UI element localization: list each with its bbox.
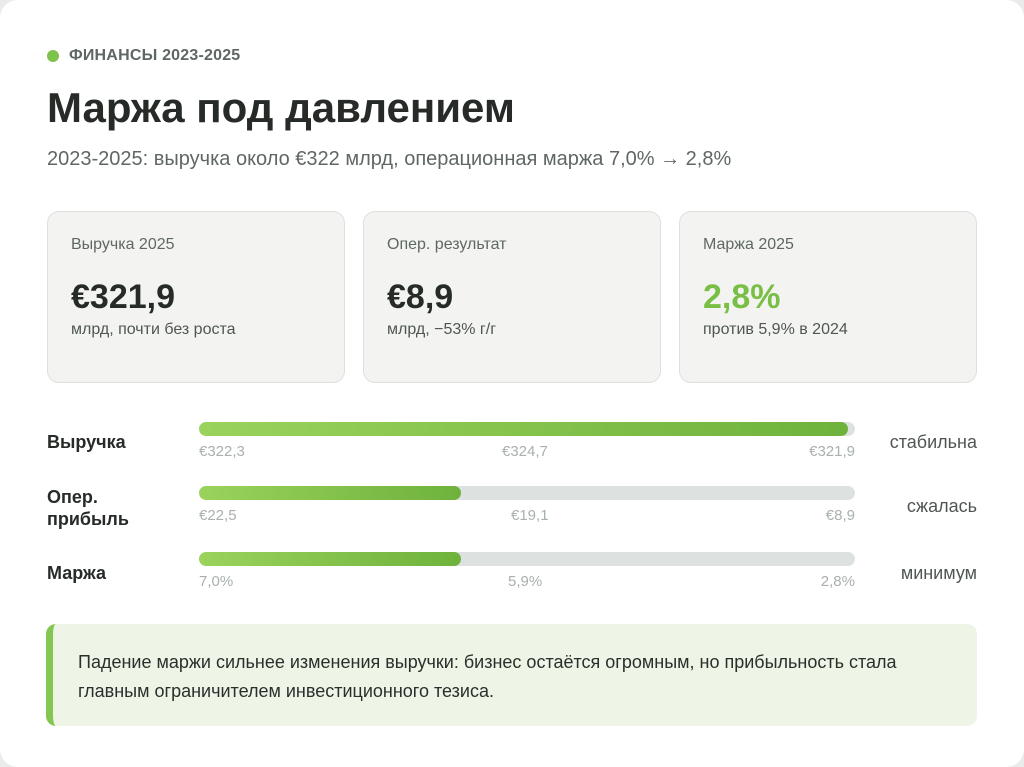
tick-end: €8,9 <box>825 507 855 524</box>
tick-start: €22,5 <box>199 507 237 524</box>
row-label-revenue: Выручка <box>47 432 126 452</box>
status-revenue: стабильна <box>889 432 977 452</box>
kpi-value: 2,8% <box>703 278 781 316</box>
kpi-note: против 5,9% в 2024 <box>703 321 848 338</box>
kpi-label: Выручка 2025 <box>71 236 175 253</box>
kpi-note: млрд, −53% г/г <box>387 321 497 338</box>
progress-track-revenue <box>199 422 855 436</box>
kpi-value: €321,9 <box>71 278 175 316</box>
page-title: Маржа под давлением <box>47 84 515 131</box>
page-subtitle: 2023-2025: выручка около €322 млрд, опер… <box>47 148 732 170</box>
tick-mid: €19,1 <box>511 507 549 524</box>
progress-track-operating-profit <box>199 486 855 500</box>
kpi-value: €8,9 <box>387 278 454 316</box>
status-margin: минимум <box>900 563 977 583</box>
kpi-card-operating-result: Опер. результат €8,9 млрд, −53% г/г <box>363 211 661 383</box>
progress-fill-margin <box>199 552 462 566</box>
tick-start: €322,3 <box>199 443 245 460</box>
insight-callout: Падение маржи сильнее изменения выручки:… <box>46 624 977 726</box>
tick-start: 7,0% <box>199 573 234 590</box>
tick-mid: 5,9% <box>508 573 543 590</box>
kpi-note: млрд, почти без роста <box>71 321 236 338</box>
section-eyebrow: ФИНАНСЫ 2023-2025 <box>47 47 240 65</box>
kpi-card-revenue: Выручка 2025 €321,9 млрд, почти без рост… <box>47 211 345 383</box>
kpi-card-margin: Маржа 2025 2,8% против 5,9% в 2024 <box>679 211 977 383</box>
kpi-label: Опер. результат <box>387 236 507 253</box>
callout-text: Падение маржи сильнее изменения выручки:… <box>78 652 897 701</box>
tick-mid: €324,7 <box>502 443 548 460</box>
kpi-label: Маржа 2025 <box>703 236 794 253</box>
status-dot-icon <box>47 50 59 62</box>
status-operating-profit: сжалась <box>906 496 977 516</box>
row-label-margin: Маржа <box>47 563 106 583</box>
row-label-operating-profit: Опер. прибыль <box>47 487 129 529</box>
tick-end: €321,9 <box>809 443 855 460</box>
eyebrow-text: ФИНАНСЫ 2023-2025 <box>69 47 241 64</box>
progress-track-margin <box>199 552 855 566</box>
progress-fill-operating-profit <box>199 486 462 500</box>
tick-end: 2,8% <box>820 573 855 590</box>
progress-fill-revenue <box>199 422 849 436</box>
